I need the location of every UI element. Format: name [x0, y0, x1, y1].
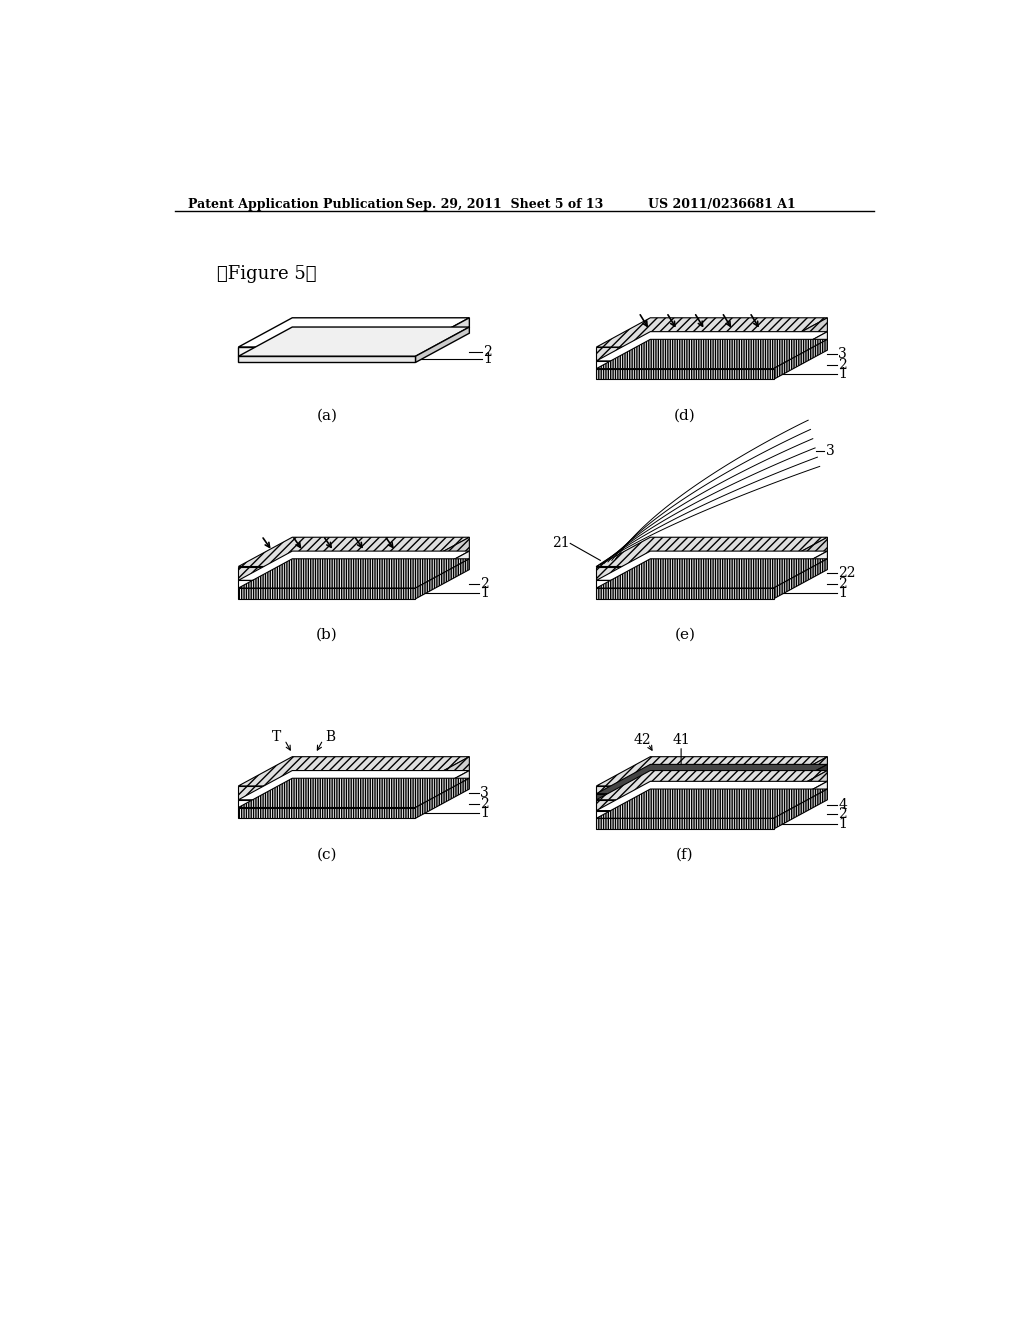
Text: 3: 3	[480, 785, 488, 800]
Polygon shape	[596, 756, 827, 785]
Polygon shape	[773, 789, 827, 829]
Polygon shape	[596, 318, 827, 347]
Text: B: B	[326, 730, 336, 743]
Text: 2: 2	[839, 358, 847, 372]
Polygon shape	[596, 368, 773, 379]
Polygon shape	[239, 327, 469, 356]
Polygon shape	[596, 793, 773, 800]
Text: 1: 1	[839, 817, 847, 830]
Polygon shape	[596, 589, 773, 599]
Polygon shape	[773, 339, 827, 379]
Text: 4: 4	[839, 799, 847, 812]
Polygon shape	[773, 331, 827, 368]
Polygon shape	[773, 781, 827, 818]
Polygon shape	[239, 318, 469, 347]
Polygon shape	[596, 558, 827, 589]
Polygon shape	[596, 537, 827, 566]
Polygon shape	[416, 552, 469, 589]
Polygon shape	[773, 756, 827, 793]
Polygon shape	[596, 552, 827, 581]
Polygon shape	[239, 552, 469, 581]
Polygon shape	[416, 771, 469, 808]
Polygon shape	[596, 785, 773, 793]
Text: 2: 2	[480, 797, 488, 810]
Text: (d): (d)	[674, 409, 696, 422]
Text: 21: 21	[552, 536, 569, 550]
Polygon shape	[239, 589, 416, 599]
Polygon shape	[596, 566, 773, 581]
Polygon shape	[239, 771, 469, 800]
Text: 3: 3	[826, 444, 835, 458]
Text: 42: 42	[634, 733, 651, 747]
Polygon shape	[596, 800, 773, 810]
Polygon shape	[773, 537, 827, 581]
Polygon shape	[596, 347, 773, 360]
Polygon shape	[239, 808, 416, 818]
Polygon shape	[773, 552, 827, 589]
Text: (e): (e)	[675, 628, 695, 642]
Text: 1: 1	[839, 586, 847, 601]
Polygon shape	[239, 558, 469, 589]
Polygon shape	[239, 537, 469, 566]
Polygon shape	[596, 789, 827, 818]
Polygon shape	[596, 360, 773, 368]
Polygon shape	[416, 537, 469, 581]
Text: 2: 2	[480, 577, 488, 591]
Polygon shape	[596, 581, 773, 589]
Polygon shape	[416, 756, 469, 800]
Text: 2: 2	[839, 577, 847, 591]
Text: 1: 1	[483, 352, 493, 367]
Text: (b): (b)	[316, 628, 338, 642]
Polygon shape	[416, 318, 469, 356]
Polygon shape	[596, 331, 827, 360]
Text: 2: 2	[839, 808, 847, 821]
Text: T: T	[272, 730, 282, 743]
Text: 《Figure 5》: 《Figure 5》	[217, 264, 316, 282]
Text: 3: 3	[839, 347, 847, 360]
Text: 1: 1	[839, 367, 847, 381]
Polygon shape	[773, 764, 827, 800]
Text: 41: 41	[672, 733, 690, 747]
Text: 1: 1	[480, 807, 489, 820]
Polygon shape	[239, 566, 416, 581]
Text: (c): (c)	[316, 847, 337, 862]
Polygon shape	[239, 347, 416, 356]
Polygon shape	[416, 558, 469, 599]
Polygon shape	[596, 818, 773, 829]
Polygon shape	[773, 558, 827, 599]
Polygon shape	[773, 318, 827, 360]
Text: 22: 22	[839, 566, 856, 581]
Polygon shape	[239, 356, 416, 363]
Polygon shape	[596, 764, 827, 793]
Polygon shape	[596, 810, 773, 818]
Text: (a): (a)	[316, 409, 338, 422]
Text: 1: 1	[480, 586, 489, 601]
Text: Sep. 29, 2011  Sheet 5 of 13: Sep. 29, 2011 Sheet 5 of 13	[407, 198, 603, 211]
Polygon shape	[239, 779, 469, 808]
Text: US 2011/0236681 A1: US 2011/0236681 A1	[648, 198, 796, 211]
Polygon shape	[239, 756, 469, 785]
Text: (f): (f)	[676, 847, 694, 862]
Polygon shape	[596, 781, 827, 810]
Polygon shape	[773, 771, 827, 810]
Polygon shape	[239, 785, 416, 800]
Polygon shape	[596, 339, 827, 368]
Polygon shape	[416, 327, 469, 363]
Polygon shape	[239, 800, 416, 808]
Polygon shape	[239, 581, 416, 589]
Text: Patent Application Publication: Patent Application Publication	[188, 198, 403, 211]
Polygon shape	[416, 779, 469, 818]
Polygon shape	[596, 771, 827, 800]
Text: 2: 2	[483, 345, 492, 359]
